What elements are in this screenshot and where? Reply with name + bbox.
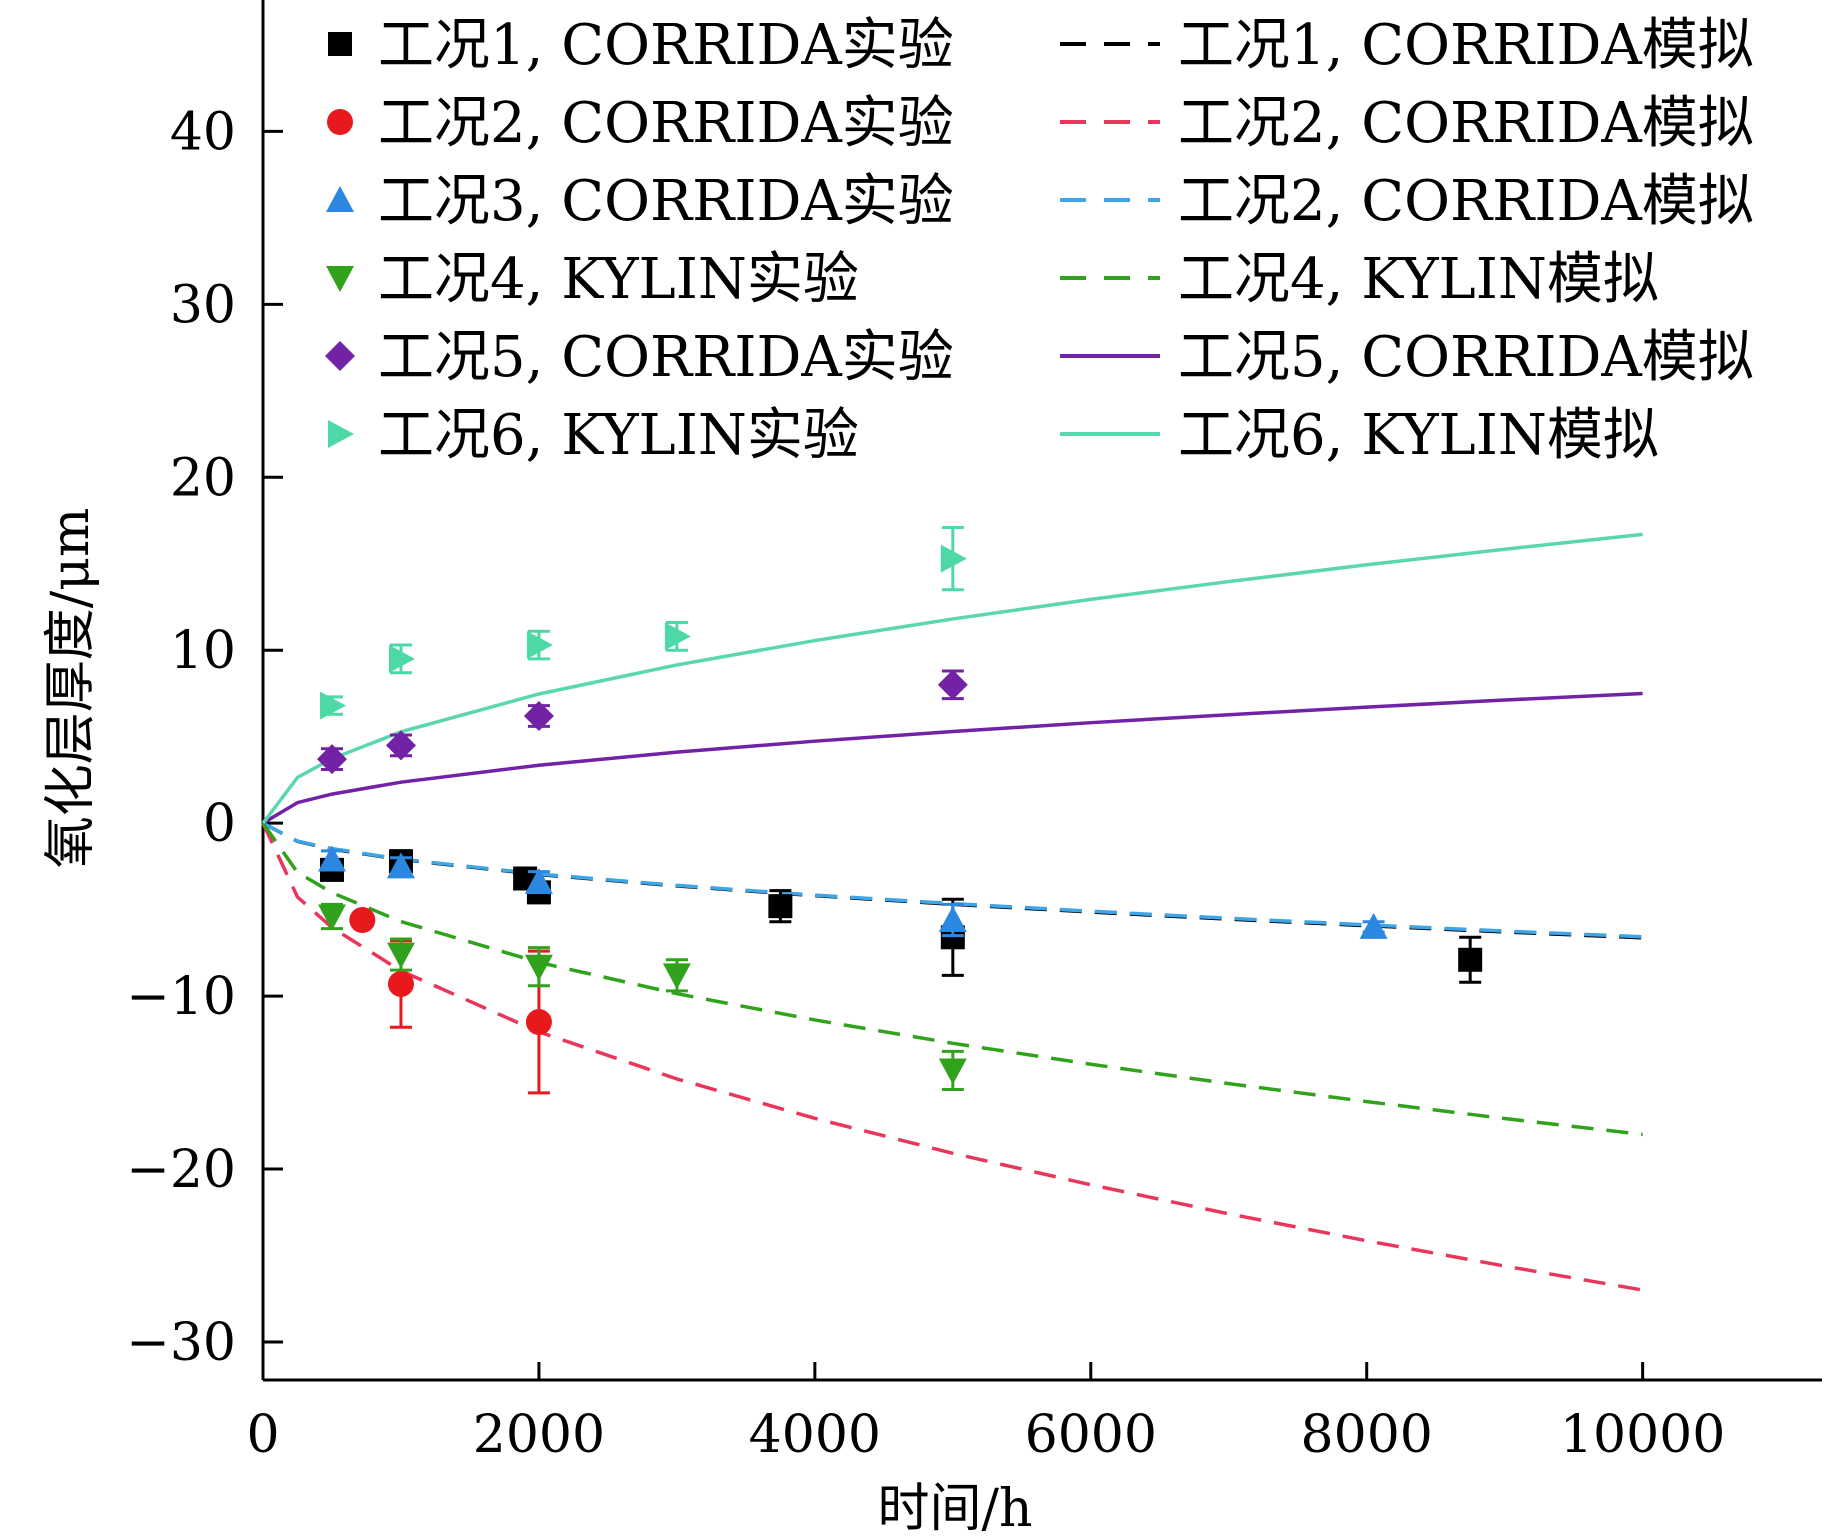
x-tick-label: 4000 xyxy=(749,1405,881,1465)
x-tick-label: 2000 xyxy=(473,1405,605,1465)
y-tick-label: −10 xyxy=(126,967,236,1027)
y-tick-label: −20 xyxy=(126,1140,236,1200)
experiment-series xyxy=(319,849,1483,984)
y-axis: −30 −20 −10 0 10 20 30 40 xyxy=(126,102,283,1373)
legend-label: 工况4, KYLIN模拟 xyxy=(1178,247,1659,312)
y-tick-label: 10 xyxy=(170,621,236,681)
y-tick-label: 30 xyxy=(170,275,236,335)
data-point xyxy=(940,544,967,573)
legend-label: 工况6, KYLIN模拟 xyxy=(1178,403,1659,468)
x-tick-label: 6000 xyxy=(1025,1405,1157,1465)
x-axis-label: 时间/h xyxy=(877,1479,1032,1537)
data-point xyxy=(317,845,346,872)
data-point xyxy=(938,906,967,932)
data-point xyxy=(526,631,553,660)
data-point xyxy=(523,700,554,731)
data-point xyxy=(768,894,793,919)
simulation-line xyxy=(261,822,1643,1137)
legend-marker xyxy=(326,266,354,292)
simulation-line xyxy=(261,822,1643,1292)
simulation-line xyxy=(262,691,1643,825)
y-tick-label: 40 xyxy=(170,102,236,162)
data-point xyxy=(319,691,346,720)
data-point xyxy=(388,644,415,673)
legend-label: 工况1, CORRIDA模拟 xyxy=(1178,13,1754,78)
data-point xyxy=(385,730,416,761)
data-point xyxy=(524,954,553,981)
data-point xyxy=(937,669,968,700)
experiment-series xyxy=(319,525,967,720)
data-point xyxy=(316,744,347,775)
data-point xyxy=(664,622,691,651)
x-axis: 0 2000 4000 6000 8000 10000 xyxy=(246,1362,1725,1465)
legend-label: 工况5, CORRIDA实验 xyxy=(378,325,954,390)
legend-marker xyxy=(328,32,352,56)
experiment-series xyxy=(316,669,968,775)
y-tick-label: 20 xyxy=(170,448,236,508)
data-point xyxy=(386,852,415,879)
legend-label: 工况4, KYLIN实验 xyxy=(378,247,859,312)
legend-label: 工况3, CORRIDA实验 xyxy=(378,169,954,234)
data-point xyxy=(1458,947,1483,972)
experiment-series xyxy=(317,845,1388,939)
data-point xyxy=(938,1058,967,1085)
legend-marker xyxy=(328,420,354,448)
y-tick-label: 0 xyxy=(203,794,236,854)
legend-label: 工况1, CORRIDA实验 xyxy=(378,13,954,78)
legend-marker xyxy=(326,186,354,212)
x-tick-label: 8000 xyxy=(1301,1405,1433,1465)
y-axis-label: 氧化层厚度/μm xyxy=(41,508,101,869)
y-tick-label: −30 xyxy=(126,1313,236,1373)
legend-marker xyxy=(325,341,355,371)
data-point xyxy=(662,963,691,990)
experiment-series xyxy=(317,902,967,1091)
data-point xyxy=(1359,912,1388,939)
plot-frame xyxy=(261,0,1822,1382)
legend-label: 工况2, CORRIDA模拟 xyxy=(1178,91,1754,156)
x-tick-label: 10000 xyxy=(1560,1405,1725,1465)
experiment-points xyxy=(316,525,1483,1095)
data-point xyxy=(525,1009,552,1036)
data-point xyxy=(387,970,414,997)
legend-label: 工况6, KYLIN实验 xyxy=(378,403,859,468)
legend-label: 工况5, CORRIDA模拟 xyxy=(1178,325,1754,390)
data-point xyxy=(317,904,346,931)
data-point xyxy=(349,907,376,933)
x-tick-label: 0 xyxy=(246,1405,279,1465)
legend-label: 工况2, CORRIDA模拟 xyxy=(1178,169,1754,234)
data-point xyxy=(386,942,415,969)
data-point xyxy=(524,867,553,894)
legend-marker xyxy=(327,109,353,135)
legend-label: 工况2, CORRIDA实验 xyxy=(378,91,954,156)
